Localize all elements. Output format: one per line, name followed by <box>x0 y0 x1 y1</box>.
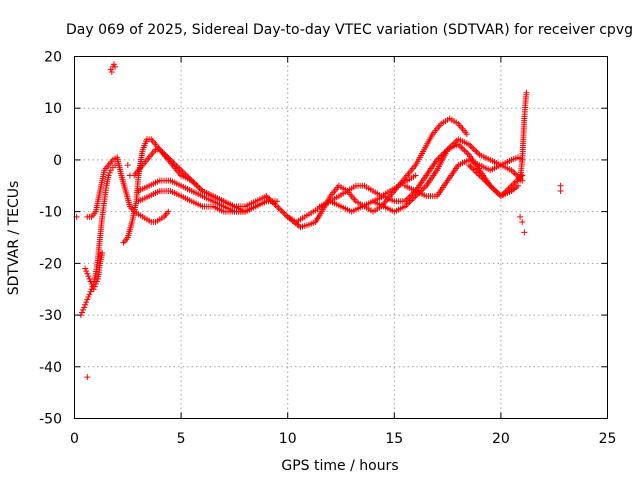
data-point <box>521 229 528 236</box>
y-axis-label: SDTVAR / TECUs <box>6 181 22 296</box>
data-point <box>126 172 133 179</box>
x-tick-label: 10 <box>279 431 297 447</box>
data-point-interp <box>272 201 279 208</box>
x-tick-label: 0 <box>70 431 79 447</box>
data-point <box>112 63 119 70</box>
data-point <box>110 61 117 68</box>
data-point <box>92 281 99 288</box>
data-point <box>274 203 281 210</box>
data-point-interp <box>461 147 468 154</box>
data-point-interp <box>93 278 100 285</box>
data-point <box>523 89 530 96</box>
data-point <box>108 69 115 76</box>
axis-ticks <box>74 56 608 419</box>
data-point <box>86 291 93 298</box>
y-tick-label: -20 <box>39 256 62 272</box>
data-point-interp <box>194 183 201 190</box>
data-point-interp <box>491 187 498 194</box>
x-tick-label: 25 <box>599 431 617 447</box>
data-point-interp <box>193 182 200 189</box>
data-point <box>82 265 89 272</box>
data-point-interp <box>456 142 463 149</box>
y-tick-labels: -50 -40 -30 -20 -10 0 10 20 <box>39 50 62 428</box>
data-point <box>124 162 131 169</box>
data-point-interp <box>278 207 285 214</box>
data-point <box>90 286 97 293</box>
data-point <box>557 187 564 194</box>
data-point-interp <box>275 204 282 211</box>
data-point-interp <box>472 147 479 154</box>
x-tick-label: 15 <box>385 431 403 447</box>
data-point-interp <box>420 185 427 192</box>
data-point-interp <box>83 268 90 275</box>
y-tick-label: -50 <box>39 412 62 428</box>
data-point <box>112 162 119 169</box>
y-tick-label: -10 <box>39 205 62 221</box>
data-point-interp <box>468 165 475 172</box>
data-point-interp <box>488 184 495 191</box>
data-point <box>165 208 172 215</box>
y-tick-label: 20 <box>44 50 62 66</box>
data-point-interp <box>421 184 428 191</box>
x-tick-label: 20 <box>492 431 510 447</box>
data-point-interp <box>85 273 92 280</box>
data-point-interp <box>264 194 271 201</box>
data-point <box>557 182 564 189</box>
data-point-interp <box>83 299 90 306</box>
data-point <box>80 306 87 313</box>
data-point-interp <box>458 144 465 151</box>
data-point-interp <box>464 150 471 157</box>
data-points <box>73 61 564 381</box>
data-point <box>84 270 91 277</box>
y-tick-label: 10 <box>44 101 62 117</box>
data-point-interp <box>87 278 94 285</box>
data-point <box>412 172 419 179</box>
y-tick-label: -40 <box>39 360 62 376</box>
data-point-interp <box>191 180 198 187</box>
data-point-interp <box>511 170 518 177</box>
data-point-interp <box>470 145 477 152</box>
data-point-interp <box>494 190 501 197</box>
data-point-interp <box>462 148 469 155</box>
data-point-interp <box>106 169 113 176</box>
data-point <box>86 275 93 282</box>
data-point <box>84 296 91 303</box>
data-point-interp <box>459 145 466 152</box>
data-point <box>463 131 470 138</box>
data-point-interp <box>85 293 92 300</box>
data-point <box>519 218 526 225</box>
x-tick-labels: 0 5 10 15 20 25 <box>70 431 616 447</box>
x-tick-label: 5 <box>177 431 186 447</box>
data-point <box>84 374 91 381</box>
data-point <box>105 172 112 179</box>
data-point <box>99 250 106 257</box>
y-tick-label: 0 <box>53 153 62 169</box>
data-point <box>514 182 521 189</box>
data-point-interp <box>468 144 475 151</box>
data-point <box>274 198 281 205</box>
data-point-interp <box>283 212 290 219</box>
data-point <box>242 208 249 215</box>
grid <box>74 56 608 419</box>
x-axis-label: GPS time / hours <box>281 458 398 474</box>
data-point-interp <box>87 288 94 295</box>
data-point-interp <box>280 209 287 216</box>
data-point <box>82 301 89 308</box>
data-point-interp <box>91 283 98 290</box>
data-point-interp <box>493 188 500 195</box>
data-point-interp <box>490 185 497 192</box>
data-point-interp <box>473 148 480 155</box>
data-point-interp <box>467 163 474 170</box>
plot-frame <box>74 56 608 419</box>
data-point <box>517 213 524 220</box>
data-point-interp <box>196 185 203 192</box>
data-point-interp <box>81 304 88 311</box>
data-point-interp <box>78 309 85 316</box>
chart-title: Day 069 of 2025, Sidereal Day-to-day VTE… <box>66 22 633 38</box>
y-tick-label: -30 <box>39 308 62 324</box>
